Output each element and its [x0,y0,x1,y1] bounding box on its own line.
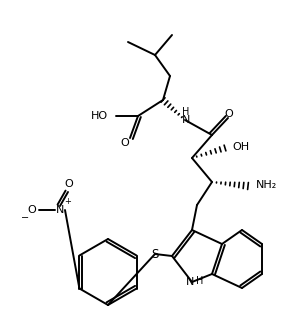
Text: O: O [65,179,74,189]
Text: O: O [28,205,36,215]
Text: O: O [224,109,233,119]
Text: N: N [56,205,64,215]
Text: O: O [120,138,129,148]
Text: H: H [196,276,204,286]
Text: +: + [65,197,71,207]
Text: H: H [182,107,190,117]
Text: −: − [21,213,29,223]
Text: HO: HO [91,111,108,121]
Text: S: S [151,248,159,260]
Text: N: N [186,277,194,287]
Text: OH: OH [232,142,249,152]
Text: N: N [182,115,190,125]
Text: NH₂: NH₂ [256,180,277,190]
